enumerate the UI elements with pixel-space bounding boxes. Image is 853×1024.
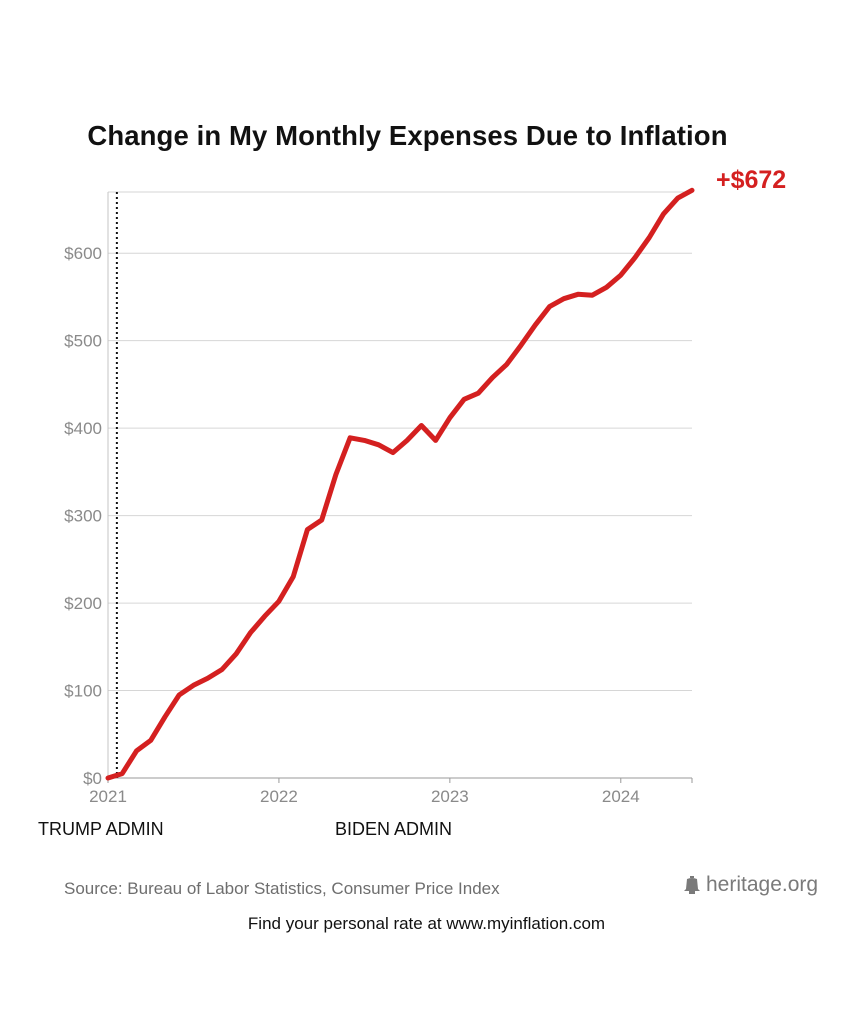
axes [107, 192, 693, 783]
biden-admin-label: BIDEN ADMIN [335, 819, 453, 839]
y-tick-label: $100 [64, 682, 102, 701]
heritage-logo[interactable]: heritage.org [684, 873, 818, 897]
x-tick-label: 2023 [431, 787, 469, 806]
logo-text: heritage.org [706, 873, 819, 896]
series-layer [105, 187, 695, 781]
grid-lines [108, 191, 692, 692]
y-tick-label: $400 [64, 419, 102, 438]
chart-title: Change in My Monthly Expenses Due to Inf… [87, 120, 728, 151]
end-value-label: +$672 [716, 166, 787, 194]
y-tick-label: $0 [83, 769, 102, 788]
x-tick-label: 2022 [260, 787, 298, 806]
y-tick-label: $600 [64, 244, 102, 263]
source-note: Source: Bureau of Labor Statistics, Cons… [64, 879, 500, 898]
y-tick-label: $200 [64, 594, 102, 613]
liberty-bell-icon [684, 876, 700, 894]
y-tick-label: $300 [64, 507, 102, 526]
tick-labels: $0 $100 $200 $300 $400 $500 $600 2021 2022 2023 20… [64, 244, 640, 806]
y-tick-label: $500 [64, 332, 102, 351]
x-tick-label: 2024 [602, 787, 640, 806]
trump-admin-label: TRUMP ADMIN [38, 819, 164, 839]
x-tick-label: 2021 [89, 787, 127, 806]
footer-cta: Find your personal rate at www.myinflati… [247, 914, 606, 933]
series-line [105, 187, 695, 781]
